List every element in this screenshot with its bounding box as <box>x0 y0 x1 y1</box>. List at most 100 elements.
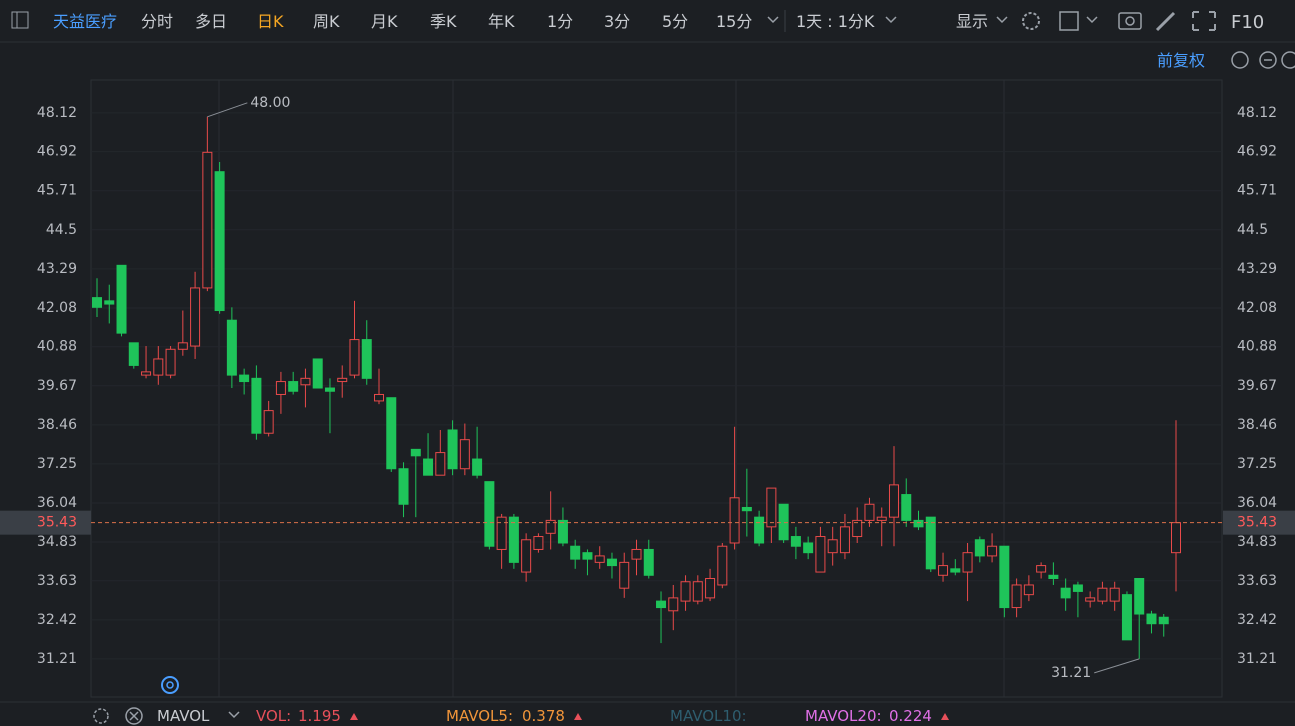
candle-body <box>790 536 801 547</box>
candle-body <box>190 287 201 347</box>
y-tick-label-right: 31.21 <box>1237 651 1277 667</box>
candle-body <box>1072 584 1083 592</box>
stock-name[interactable]: 天益医疗 <box>53 12 117 31</box>
y-tick-label: 46.92 <box>37 144 77 160</box>
indicator-label: MAVOL10: <box>670 707 747 725</box>
candle-body <box>1060 587 1071 599</box>
chevron[interactable] <box>767 16 779 24</box>
candle-body <box>104 300 115 305</box>
y-tick-label: 38.46 <box>37 417 77 433</box>
period-select[interactable]: 1天 : 1分K <box>796 12 875 31</box>
candle-body <box>1011 584 1022 609</box>
candle-body <box>545 519 556 534</box>
display-menu[interactable]: 显示 <box>956 12 988 31</box>
fullscreen-icon[interactable] <box>1192 11 1216 31</box>
tab[interactable]: 分时 <box>141 12 173 31</box>
indicator-settings[interactable] <box>93 708 109 724</box>
plot-frame <box>90 79 1223 698</box>
trend-arrow <box>350 713 358 720</box>
y-tick-label: 39.67 <box>37 378 77 394</box>
candle-body <box>361 339 372 379</box>
y-tick-label: 42.08 <box>37 300 77 316</box>
candle-body <box>459 439 470 470</box>
candle-body <box>888 484 899 518</box>
f10-button[interactable]: F10 <box>1231 12 1264 33</box>
settings-icon[interactable] <box>1022 12 1040 30</box>
indicator-value: 1.195 <box>298 707 341 725</box>
tab[interactable]: 周K <box>313 12 340 31</box>
tab[interactable]: 15分 <box>716 12 752 31</box>
y-tick-label-right: 48.12 <box>1237 105 1277 121</box>
candle-body <box>410 448 421 457</box>
annotation-leader <box>207 102 248 118</box>
chevron[interactable] <box>885 16 897 24</box>
tab[interactable]: 1分 <box>547 12 573 31</box>
candle-body <box>508 516 519 563</box>
candle-body <box>729 497 740 544</box>
sidebar-toggle[interactable] <box>11 11 29 29</box>
candle-body <box>815 536 826 573</box>
candle-body <box>925 516 936 570</box>
y-tick-label-right: 40.88 <box>1237 339 1277 355</box>
annotation-label: 31.21 <box>1051 665 1091 681</box>
candle-body <box>153 358 164 376</box>
candle-body <box>386 397 397 470</box>
tab[interactable]: 5分 <box>662 12 688 31</box>
last-price-label-right: 35.43 <box>1237 515 1277 531</box>
y-tick-label-right: 42.08 <box>1237 300 1277 316</box>
last-price-label: 35.43 <box>37 515 77 531</box>
icon-part <box>166 681 174 689</box>
zoom-out-icon[interactable] <box>1259 51 1277 69</box>
tab[interactable]: 3分 <box>604 12 630 31</box>
tab-active[interactable]: 日K <box>257 12 284 31</box>
indicator-close[interactable] <box>125 707 143 725</box>
candle-body <box>92 297 102 308</box>
y-tick-label-right: 33.63 <box>1237 573 1277 589</box>
y-tick-label-right: 43.29 <box>1237 261 1277 277</box>
candle-body <box>116 264 127 334</box>
candle-body <box>423 458 434 476</box>
undo-icon[interactable] <box>1231 51 1249 69</box>
tab[interactable]: 月K <box>371 12 398 31</box>
candle-body <box>398 468 409 505</box>
candle-body <box>472 458 483 476</box>
candle-body <box>1048 574 1059 580</box>
indicator-name[interactable]: MAVOL <box>157 707 210 725</box>
candle-body <box>656 600 667 609</box>
candle-body <box>705 578 716 599</box>
y-tick-label-right: 45.71 <box>1237 183 1277 199</box>
y-tick-label-right: 44.5 <box>1237 222 1268 238</box>
tab[interactable]: 季K <box>430 12 457 31</box>
candle-body <box>876 516 887 521</box>
checkbox-icon[interactable] <box>1059 11 1079 31</box>
candle-body <box>1023 584 1034 596</box>
candle-body <box>1085 597 1096 602</box>
candle-body <box>692 581 703 602</box>
candle-body <box>226 319 237 376</box>
candle-body <box>349 339 360 376</box>
candle-body <box>950 568 961 573</box>
candle-body <box>839 526 850 554</box>
pen-icon[interactable] <box>1155 11 1176 32</box>
candle-body <box>680 581 691 602</box>
candle-body <box>1121 594 1132 641</box>
chevron[interactable] <box>996 16 1008 24</box>
tab[interactable]: 多日 <box>195 12 227 31</box>
adjust-select[interactable]: 前复权 <box>1157 51 1205 70</box>
candle-body <box>263 410 274 434</box>
zoom-in-icon[interactable] <box>1281 51 1295 69</box>
candle-body <box>1097 587 1108 602</box>
y-tick-label: 32.42 <box>37 612 77 628</box>
candle-body <box>128 342 139 366</box>
y-tick-label-right: 37.25 <box>1237 456 1277 472</box>
y-tick-label-right: 32.42 <box>1237 612 1277 628</box>
chevron[interactable] <box>228 711 240 719</box>
candle-body <box>864 503 875 521</box>
chevron[interactable] <box>1086 16 1098 24</box>
camera-icon[interactable] <box>1118 12 1142 30</box>
tab[interactable]: 年K <box>488 12 515 31</box>
locate-icon[interactable] <box>161 676 179 694</box>
annotation-leader <box>1094 658 1140 674</box>
candle-body <box>324 387 335 392</box>
